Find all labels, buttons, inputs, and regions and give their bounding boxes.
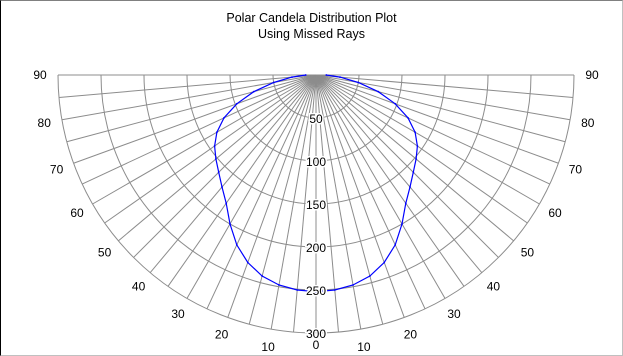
data-point: [291, 76, 293, 78]
radial-tick-label: 100: [306, 155, 326, 169]
data-point: [215, 158, 217, 160]
data-point: [352, 284, 354, 286]
polar-grid: [57, 74, 575, 334]
grid-ring: [229, 74, 403, 162]
data-point: [401, 223, 403, 225]
data-point: [409, 186, 411, 188]
data-point: [404, 202, 407, 205]
data-point: [229, 223, 231, 225]
radial-tick-label: 250: [306, 284, 326, 298]
data-point: [261, 275, 263, 277]
data-point: [217, 171, 220, 174]
data-point: [333, 289, 336, 291]
chart-subtitle: Using Missed Rays: [258, 27, 365, 41]
radial-tick-label: 50: [309, 112, 323, 126]
angle-tick-label-right: 30: [447, 307, 461, 321]
data-point: [357, 81, 360, 84]
grid-ring: [100, 74, 532, 291]
data-point: [369, 275, 371, 277]
angle-tick-label-right: 10: [357, 340, 371, 354]
grid-ring: [186, 74, 446, 205]
angle-tick-label-bottom: 0: [313, 338, 320, 352]
angle-tick-label-left: 60: [70, 206, 84, 220]
chart-titles: Polar Candela Distribution Plot Using Mi…: [0, 10, 623, 42]
data-point: [339, 76, 341, 78]
angle-tick-label-right: 50: [521, 245, 535, 259]
data-point: [377, 90, 380, 93]
data-point: [216, 131, 218, 134]
data-point: [235, 102, 238, 105]
radial-tick-label: 150: [306, 198, 326, 212]
grid-ring: [272, 74, 360, 119]
grid-ring: [57, 74, 575, 334]
grid-ring: [143, 74, 489, 248]
angle-tick-label-left: 80: [38, 116, 52, 130]
angle-tick-label-left: 30: [171, 307, 185, 321]
data-point: [225, 202, 228, 205]
angle-tick-label-right: 60: [548, 206, 562, 220]
data-point: [296, 289, 299, 291]
data-point: [252, 90, 255, 93]
data-point: [235, 244, 238, 246]
data-point: [383, 261, 386, 264]
data-point: [221, 186, 223, 188]
radial-tick-label: 200: [306, 241, 326, 255]
data-point: [304, 74, 307, 76]
data-point: [394, 244, 397, 246]
angle-tick-label-left: 90: [33, 68, 47, 82]
data-point: [223, 117, 225, 119]
data-point: [315, 290, 317, 293]
data-point: [246, 261, 249, 264]
data-point: [272, 81, 275, 84]
angle-tick-label-left: 10: [261, 340, 275, 354]
angle-tick-label-left: 50: [98, 245, 112, 259]
data-point: [213, 145, 216, 147]
data-point: [415, 158, 417, 160]
data-point: [325, 74, 328, 76]
angle-tick-label-right: 40: [487, 279, 501, 293]
angle-tick-label-left: 20: [215, 327, 229, 341]
data-point: [394, 102, 397, 105]
radial-tick-label: 300: [306, 327, 326, 341]
tick-labels: 5010015020025030090807060504030201090807…: [33, 68, 599, 354]
data-point: [414, 131, 416, 134]
angle-tick-label-right: 90: [585, 68, 599, 82]
data-point: [407, 117, 409, 119]
data-point: [416, 145, 419, 147]
data-point: [278, 284, 280, 286]
angle-tick-label-right: 70: [569, 162, 583, 176]
angle-tick-label-left: 40: [132, 279, 146, 293]
angle-tick-label-right: 20: [404, 327, 418, 341]
angle-tick-label-right: 80: [581, 116, 595, 130]
angle-tick-label-left: 70: [50, 162, 64, 176]
data-point: [412, 171, 415, 174]
chart-title: Polar Candela Distribution Plot: [226, 11, 397, 25]
series-layer: [213, 74, 419, 293]
